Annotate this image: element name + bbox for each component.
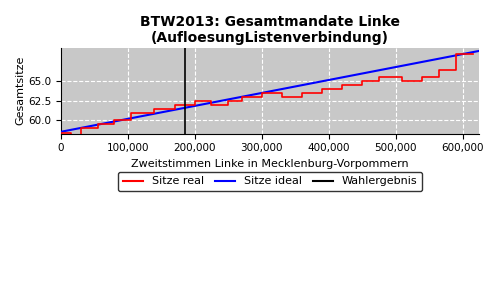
Sitze real: [94, 123, 100, 126]
Sitze real: [192, 99, 198, 103]
Sitze real: [278, 95, 284, 99]
Sitze real: [112, 123, 117, 126]
Sitze real: [128, 119, 134, 122]
Sitze real: [453, 52, 459, 56]
Sitze real: [376, 76, 382, 79]
Sitze real: [68, 134, 74, 138]
Sitze real: [192, 103, 198, 106]
Sitze real: [399, 76, 405, 79]
Sitze real: [128, 111, 134, 115]
Sitze real: [58, 131, 64, 135]
Sitze real: [152, 107, 158, 111]
Sitze real: [94, 127, 100, 130]
Sitze real: [258, 91, 264, 95]
Sitze real: [319, 91, 325, 95]
Sitze real: [172, 107, 177, 111]
Sitze real: [225, 103, 231, 106]
Sitze real: [436, 68, 442, 71]
Sitze real: [78, 127, 84, 130]
Sitze real: [399, 80, 405, 83]
Sitze real: [453, 68, 459, 71]
Sitze real: [112, 119, 117, 122]
Sitze real: [278, 91, 284, 95]
Sitze real: [208, 99, 214, 103]
Title: BTW2013: Gesamtmandate Linke
(AufloesungListenverbindung): BTW2013: Gesamtmandate Linke (Aufloesung…: [140, 15, 400, 45]
Y-axis label: Gesamtsitze: Gesamtsitze: [15, 56, 25, 125]
Sitze real: [339, 83, 345, 87]
Sitze real: [258, 95, 264, 99]
Line: Sitze real: Sitze real: [61, 54, 472, 136]
Sitze real: [172, 103, 177, 106]
X-axis label: Zweitstimmen Linke in Mecklenburg-Vorpommern: Zweitstimmen Linke in Mecklenburg-Vorpom…: [131, 159, 409, 169]
Sitze real: [470, 52, 476, 56]
Sitze real: [359, 83, 365, 87]
Sitze real: [319, 87, 325, 91]
Sitze real: [78, 134, 84, 138]
Sitze real: [299, 91, 305, 95]
Sitze real: [436, 76, 442, 79]
Sitze real: [359, 80, 365, 83]
Sitze real: [225, 99, 231, 103]
Sitze real: [238, 95, 244, 99]
Sitze real: [152, 111, 158, 115]
Sitze real: [376, 80, 382, 83]
Sitze real: [420, 76, 426, 79]
Legend: Sitze real, Sitze ideal, Wahlergebnis: Sitze real, Sitze ideal, Wahlergebnis: [118, 172, 422, 191]
Sitze real: [470, 52, 476, 56]
Sitze real: [68, 131, 74, 135]
Sitze real: [208, 103, 214, 106]
Sitze real: [339, 87, 345, 91]
Sitze real: [420, 80, 426, 83]
Sitze real: [299, 95, 305, 99]
Sitze real: [238, 99, 244, 103]
